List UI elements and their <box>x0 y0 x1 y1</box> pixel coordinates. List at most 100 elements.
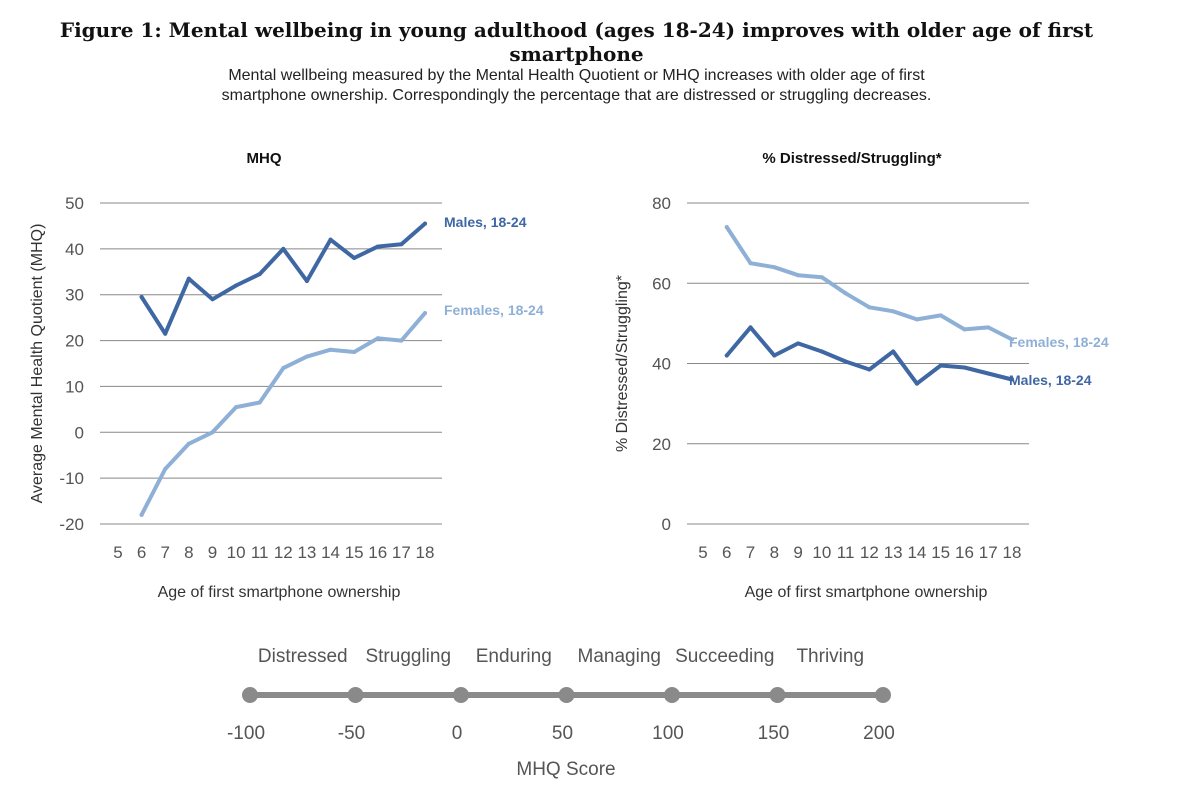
scale-tick-label: 50 <box>552 723 573 744</box>
y-tick-label: 20 <box>65 332 84 351</box>
data-point <box>796 341 801 346</box>
x-tick-label: 8 <box>184 543 193 562</box>
data-point <box>938 363 943 368</box>
data-point <box>867 305 872 310</box>
x-tick-label: 11 <box>251 543 269 562</box>
scale-tick-label: -100 <box>227 723 265 744</box>
data-point <box>163 466 168 471</box>
series-line-males <box>724 325 1014 386</box>
scale-tick-label: -50 <box>338 723 365 744</box>
scale-marker <box>875 687 891 703</box>
data-point <box>1010 377 1014 382</box>
series-label: Males, 18-24 <box>1009 372 1092 388</box>
data-point <box>986 371 991 376</box>
chart-title: MHQ <box>247 150 282 167</box>
data-point <box>423 311 427 316</box>
x-tick-label: 15 <box>931 543 950 562</box>
data-point <box>139 512 144 517</box>
x-tick-label: 7 <box>746 543 755 562</box>
x-tick-label: 14 <box>907 543 926 562</box>
figure-subtitle: Mental wellbeing measured by the Mental … <box>0 66 1153 106</box>
x-tick-label: 11 <box>837 543 855 562</box>
scale-marker <box>769 687 786 703</box>
scale-category-label: Distressed <box>258 646 348 667</box>
x-tick-label: 16 <box>368 543 387 562</box>
data-point <box>843 291 848 296</box>
data-point <box>772 265 777 270</box>
x-tick-label: 10 <box>812 543 831 562</box>
scale-axis-label: MHQ Score <box>516 759 615 780</box>
data-point <box>772 353 777 358</box>
scale-tick-label: 150 <box>758 723 790 744</box>
y-tick-label: 80 <box>652 194 671 213</box>
chart-title: % Distressed/Struggling* <box>762 150 941 167</box>
data-point <box>399 338 404 343</box>
data-point <box>186 441 191 446</box>
y-tick-label: 40 <box>652 355 671 374</box>
x-tick-label: 17 <box>392 543 411 562</box>
data-point <box>352 350 357 355</box>
x-tick-label: 15 <box>345 543 364 562</box>
scale-category-label: Managing <box>578 646 661 667</box>
scale-category-label: Struggling <box>365 646 451 667</box>
x-axis-label: Age of first smartphone ownership <box>745 584 988 601</box>
data-point <box>257 400 262 405</box>
x-tick-label: 16 <box>955 543 974 562</box>
y-tick-label: 30 <box>65 286 84 305</box>
data-point <box>234 405 239 410</box>
y-tick-label: -10 <box>59 469 84 488</box>
figure-subtitle-line-1: Mental wellbeing measured by the Mental … <box>228 67 925 84</box>
x-tick-label: 12 <box>860 543 879 562</box>
data-point <box>423 221 427 226</box>
x-tick-label: 18 <box>416 543 435 562</box>
series-label: Males, 18-24 <box>444 214 527 230</box>
x-tick-label: 9 <box>793 543 802 562</box>
x-tick-label: 5 <box>698 543 707 562</box>
data-point <box>328 237 333 242</box>
data-point <box>186 276 191 281</box>
data-point <box>281 246 286 251</box>
scale-category-label: Thriving <box>796 646 864 667</box>
x-axis-label: Age of first smartphone ownership <box>158 584 401 601</box>
data-point <box>986 325 991 330</box>
scale-category-label: Enduring <box>476 646 552 667</box>
x-tick-label: 9 <box>208 543 217 562</box>
scale-marker <box>347 687 364 703</box>
x-tick-label: 6 <box>722 543 731 562</box>
data-point <box>914 317 919 322</box>
x-tick-label: 10 <box>227 543 246 562</box>
x-tick-label: 12 <box>274 543 293 562</box>
y-tick-label: 0 <box>662 515 671 534</box>
data-point <box>748 325 753 330</box>
scale-tick-label: 100 <box>652 723 684 744</box>
data-point <box>210 430 215 435</box>
data-point <box>139 295 144 300</box>
data-point <box>304 354 309 359</box>
x-tick-label: 7 <box>160 543 169 562</box>
data-point <box>962 327 967 332</box>
data-point <box>867 367 872 372</box>
series-line-females <box>139 311 427 517</box>
x-tick-label: 17 <box>979 543 998 562</box>
x-tick-label: 18 <box>1003 543 1022 562</box>
data-point <box>234 283 239 288</box>
series-label: Females, 18-24 <box>444 302 544 318</box>
y-tick-label: 20 <box>652 435 671 454</box>
chart-distressed: % Distressed/Struggling* 0 20 40 60 80 5 6 7 8 9 10… <box>614 150 1109 601</box>
x-tick-label: 13 <box>297 543 316 562</box>
data-point <box>724 353 729 358</box>
scale-category-label: Succeeding <box>675 646 774 667</box>
data-point <box>914 381 919 386</box>
data-point <box>210 297 215 302</box>
data-point <box>724 225 729 230</box>
y-tick-label: 60 <box>652 274 671 293</box>
scale-tick-label: 0 <box>452 723 463 744</box>
y-tick-label: 10 <box>65 377 84 396</box>
scale-marker <box>558 687 575 703</box>
chart-mhq: MHQ -20 -10 0 10 20 30 40 50 5 6 7 8 9 10 11 12 13 14 15 16 1… <box>29 150 544 601</box>
figure-subtitle-line-2: smartphone ownership. Correspondingly th… <box>221 87 932 104</box>
data-point <box>891 349 896 354</box>
data-point <box>819 275 824 280</box>
x-tick-label: 6 <box>137 543 146 562</box>
